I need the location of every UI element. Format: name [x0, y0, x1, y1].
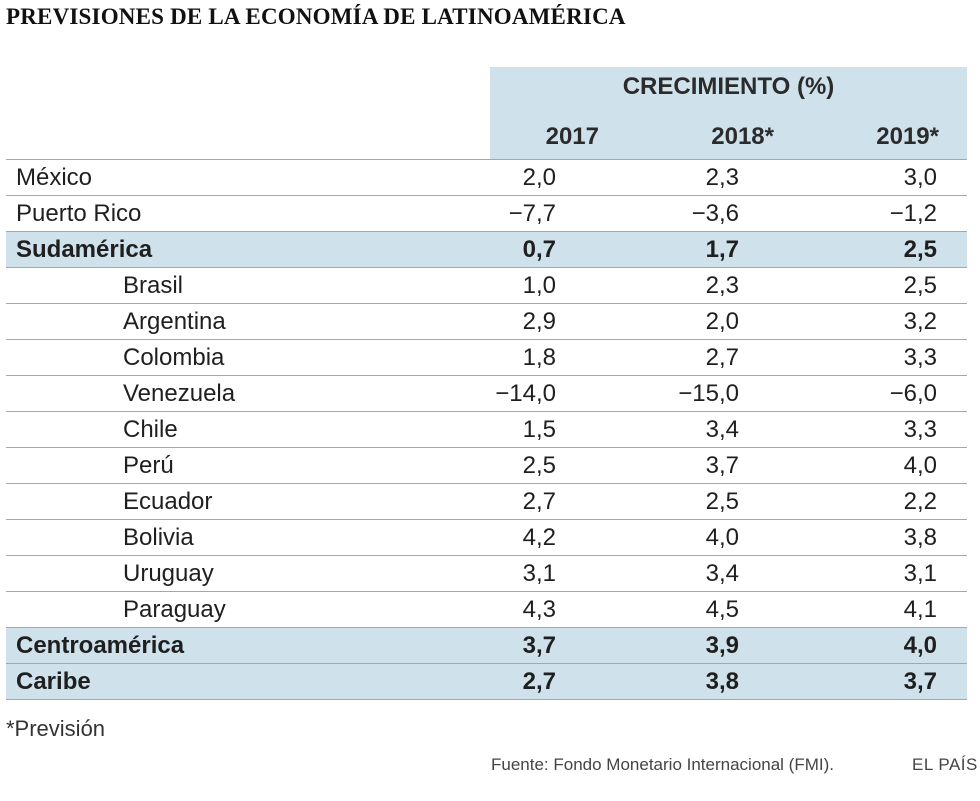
cell-value: 3,1 [771, 555, 967, 592]
cell-value: −1,2 [771, 195, 967, 232]
row-label: Venezuela [6, 375, 436, 412]
cell-value: 2,3 [596, 159, 771, 196]
cell-value: −14,0 [436, 375, 596, 412]
table-row: Centroamérica 3,7 3,9 4,0 [6, 627, 967, 664]
cell-value: 3,2 [771, 303, 967, 340]
cell-value: 4,0 [596, 519, 771, 556]
cell-value: 3,3 [771, 411, 967, 448]
cell-value: 1,8 [436, 339, 596, 376]
row-label: Argentina [6, 303, 436, 340]
cell-value: −7,7 [436, 195, 596, 232]
table-row: Sudamérica 0,7 1,7 2,5 [6, 231, 967, 268]
table-header-background [490, 67, 967, 159]
cell-value: −15,0 [596, 375, 771, 412]
row-label: Uruguay [6, 555, 436, 592]
table-body: México 2,0 2,3 3,0 Puerto Rico −7,7 −3,6 −1,2 Su… [6, 159, 967, 700]
cell-value: −3,6 [596, 195, 771, 232]
brand-logo: EL PAÍS [912, 755, 978, 774]
cell-value: 2,0 [436, 159, 596, 196]
growth-table: México 2,0 2,3 3,0 Puerto Rico −7,7 −3,6 −1,2 Su… [6, 159, 967, 700]
table-row: Puerto Rico −7,7 −3,6 −1,2 [6, 195, 967, 232]
table-row: Uruguay 3,1 3,4 3,1 [6, 555, 967, 592]
cell-value: 3,7 [596, 447, 771, 484]
row-label: Sudamérica [6, 231, 436, 268]
cell-value: 3,0 [771, 159, 967, 196]
cell-value: 4,0 [771, 447, 967, 484]
source-note: Fuente: Fondo Monetario Internacional (F… [491, 755, 834, 774]
row-label: Perú [6, 447, 436, 484]
cell-value: 2,2 [771, 483, 967, 520]
table-row: Venezuela −14,0 −15,0 −6,0 [6, 375, 967, 412]
row-label: Colombia [6, 339, 436, 376]
group-header: CRECIMIENTO (%) [622, 73, 835, 100]
cell-value: 2,7 [596, 339, 771, 376]
column-header-2017: 2017 [545, 123, 599, 150]
row-label: Chile [6, 411, 436, 448]
table-row: Caribe 2,7 3,8 3,7 [6, 663, 967, 700]
cell-value: 2,3 [596, 267, 771, 304]
column-header-2018: 2018* [711, 123, 774, 150]
cell-value: 2,7 [436, 483, 596, 520]
row-label: Paraguay [6, 591, 436, 628]
cell-value: 3,4 [596, 411, 771, 448]
cell-value: 3,8 [596, 663, 771, 700]
cell-value: 4,1 [771, 591, 967, 628]
row-label: México [6, 159, 436, 196]
row-label: Ecuador [6, 483, 436, 520]
cell-value: 1,5 [436, 411, 596, 448]
row-label: Bolivia [6, 519, 436, 556]
table-row: Bolivia 4,2 4,0 3,8 [6, 519, 967, 556]
cell-value: 4,3 [436, 591, 596, 628]
cell-value: 2,9 [436, 303, 596, 340]
cell-value: 2,5 [436, 447, 596, 484]
cell-value: 4,2 [436, 519, 596, 556]
row-label: Puerto Rico [6, 195, 436, 232]
cell-value: 2,5 [596, 483, 771, 520]
cell-value: 2,5 [771, 267, 967, 304]
cell-value: 3,7 [436, 627, 596, 664]
cell-value: 1,7 [596, 231, 771, 268]
cell-value: 2,0 [596, 303, 771, 340]
table-row: Argentina 2,9 2,0 3,2 [6, 303, 967, 340]
footnote: *Previsión [6, 716, 106, 741]
cell-value: 3,1 [436, 555, 596, 592]
cell-value: 2,7 [436, 663, 596, 700]
row-label: Caribe [6, 663, 436, 700]
column-header-2019: 2019* [876, 123, 939, 150]
table-row: Ecuador 2,7 2,5 2,2 [6, 483, 967, 520]
table-row: Brasil 1,0 2,3 2,5 [6, 267, 967, 304]
cell-value: 1,0 [436, 267, 596, 304]
cell-value: 2,5 [771, 231, 967, 268]
table-row: Colombia 1,8 2,7 3,3 [6, 339, 967, 376]
table-row: Perú 2,5 3,7 4,0 [6, 447, 967, 484]
table-row: Chile 1,5 3,4 3,3 [6, 411, 967, 448]
cell-value: 4,5 [596, 591, 771, 628]
cell-value: 3,3 [771, 339, 967, 376]
cell-value: 3,8 [771, 519, 967, 556]
row-label: Brasil [6, 267, 436, 304]
table-row: Paraguay 4,3 4,5 4,1 [6, 591, 967, 628]
cell-value: 3,7 [771, 663, 967, 700]
table-row: México 2,0 2,3 3,0 [6, 159, 967, 196]
cell-value: 3,4 [596, 555, 771, 592]
chart-title: PREVISIONES DE LA ECONOMÍA DE LATINOAMÉR… [6, 4, 626, 29]
row-label: Centroamérica [6, 627, 436, 664]
cell-value: 3,9 [596, 627, 771, 664]
cell-value: 4,0 [771, 627, 967, 664]
cell-value: 0,7 [436, 231, 596, 268]
cell-value: −6,0 [771, 375, 967, 412]
